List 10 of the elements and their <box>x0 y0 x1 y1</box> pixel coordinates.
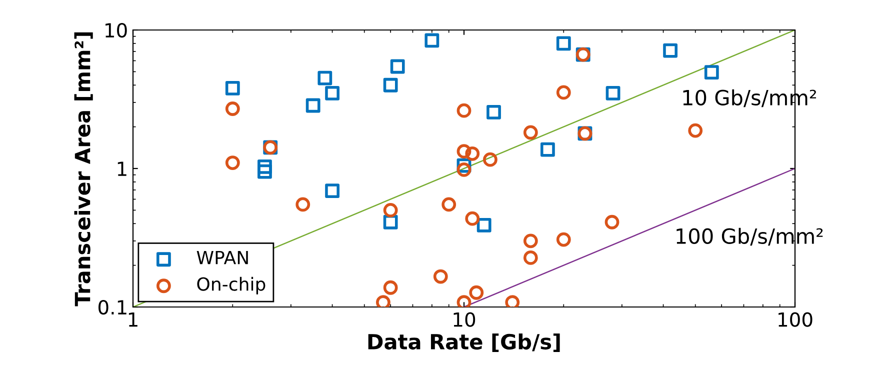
x-tick-label: 1 <box>128 312 138 327</box>
legend-label: On-chip <box>197 276 266 294</box>
y-tick-label: 1 <box>118 162 126 176</box>
x-axis-title: Data Rate [Gb/s] <box>368 333 560 352</box>
y-tick-label: 0.1 <box>98 300 126 315</box>
x-tick-label: 10 <box>454 312 476 327</box>
legend-label: WPAN <box>196 250 248 264</box>
x-tick-label: 100 <box>778 312 812 327</box>
y-tick-label: 10 <box>106 22 127 38</box>
y-axis-title: Transceiver Area [mm²] <box>74 32 93 306</box>
